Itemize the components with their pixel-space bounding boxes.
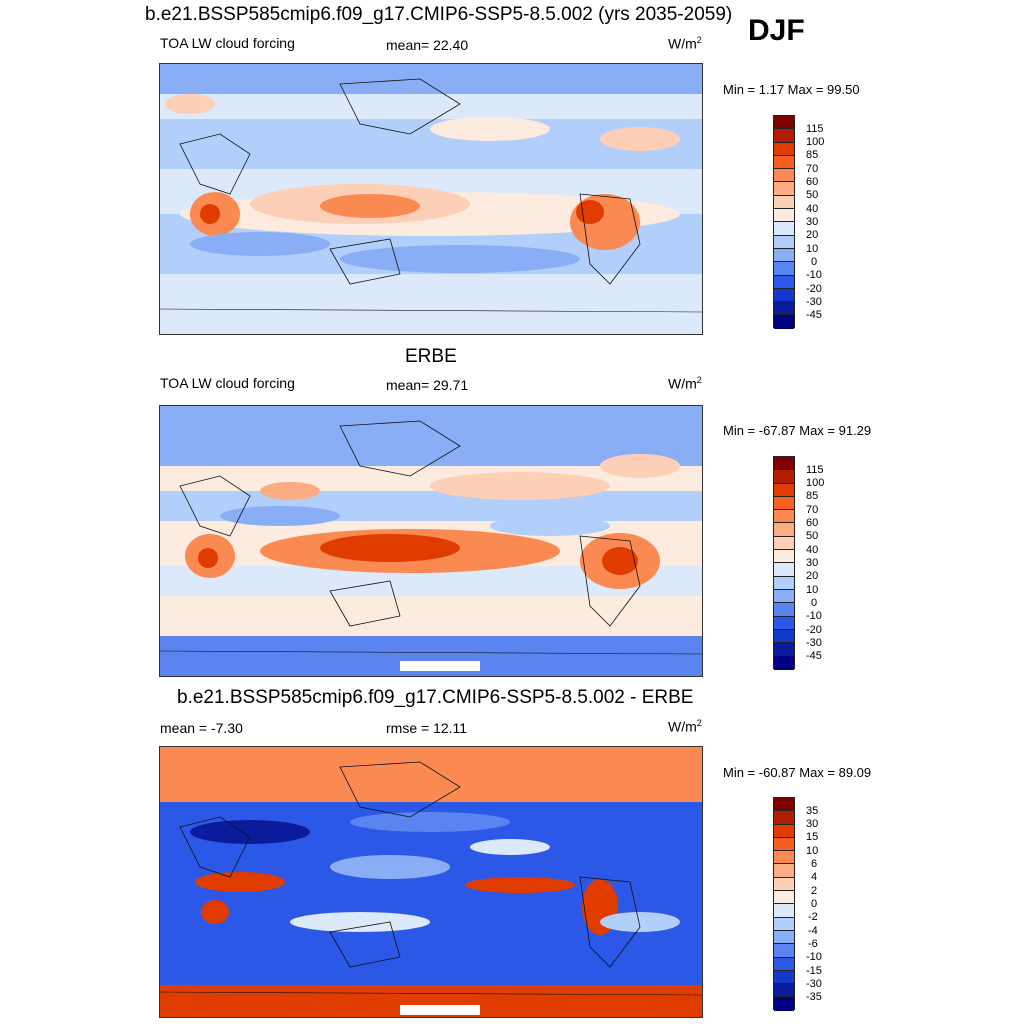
panel-3-tick: 0 xyxy=(811,898,818,910)
panel-2-map-svg xyxy=(160,406,702,676)
panel-3-units: W/m2 xyxy=(668,718,702,735)
panel-3-rmse-label: rmse = 12.11 xyxy=(386,720,468,736)
panel-2-title: ERBE xyxy=(405,346,457,367)
panel-2-tick: 0 xyxy=(811,597,818,609)
panel-1-variable-label: TOA LW cloud forcing xyxy=(160,35,295,51)
panel-3-tick: 4 xyxy=(811,871,818,883)
panel-3-tick: 10 xyxy=(806,845,819,857)
panel-1-tick: 50 xyxy=(806,189,819,201)
panel-1-map xyxy=(159,63,703,335)
panel-3-tick: -35 xyxy=(806,991,822,1003)
panel-3-tick: -4 xyxy=(808,925,818,937)
panel-2-tick: 115 xyxy=(806,464,824,476)
panel-1-tick: 10 xyxy=(806,243,819,255)
panel-3-tick: -2 xyxy=(808,911,818,923)
panel-2-tick: 10 xyxy=(806,584,819,596)
panel-1-units: W/m2 xyxy=(668,35,702,52)
panel-1-tick: 20 xyxy=(806,229,819,241)
panel-3-tick: 30 xyxy=(806,818,819,830)
panel-1-tick: 85 xyxy=(806,149,819,161)
panel-3-title: b.e21.BSSP585cmip6.f09_g17.CMIP6-SSP5-8.… xyxy=(177,687,694,708)
panel-1-tick: 100 xyxy=(806,136,825,148)
panel-2-tick: -30 xyxy=(806,637,822,649)
panel-2-tick: 40 xyxy=(806,544,819,556)
panel-2-units: W/m2 xyxy=(668,375,702,392)
panel-2-tick: 85 xyxy=(806,490,819,502)
panel-2-tick: 60 xyxy=(806,517,819,529)
panel-2-colorbar xyxy=(773,456,795,670)
panel-1-tick: -20 xyxy=(806,283,822,295)
panel-2-minmax: Min = -67.87 Max = 91.29 xyxy=(723,423,872,438)
panel-3-colorbar xyxy=(773,797,795,1011)
panel-3-minmax: Min = -60.87 Max = 89.09 xyxy=(723,765,872,780)
panel-3-tick: -10 xyxy=(806,951,822,963)
panel-2-tick: -20 xyxy=(806,624,822,636)
panel-3-tick: -6 xyxy=(808,938,818,950)
panel-1-tick: 115 xyxy=(806,123,824,135)
panel-2-mean-label: mean= 29.71 xyxy=(386,377,469,393)
panel-2-tick: 30 xyxy=(806,557,819,569)
panel-3-tick: -15 xyxy=(806,965,822,977)
panel-2-tick: 70 xyxy=(806,504,819,516)
panel-1-title: b.e21.BSSP585cmip6.f09_g17.CMIP6-SSP5-8.… xyxy=(145,4,733,25)
panel-2-tick: -45 xyxy=(806,650,822,662)
panel-2-map xyxy=(159,405,703,677)
panel-1-mean-label: mean= 22.40 xyxy=(386,37,469,53)
panel-1-tick: -30 xyxy=(806,296,822,308)
panel-1-tick: 0 xyxy=(811,256,818,268)
panel-3-tick: 6 xyxy=(811,858,818,870)
panel-3-tick: 15 xyxy=(806,831,819,843)
season-label: DJF xyxy=(748,14,805,47)
panel-3-tick: -30 xyxy=(806,978,822,990)
panel-1-minmax: Min = 1.17 Max = 99.50 xyxy=(723,82,860,97)
panel-3-mean-label: mean = -7.30 xyxy=(160,720,243,736)
panel-1-tick: 30 xyxy=(806,216,819,228)
panel-3-tick: 2 xyxy=(811,885,818,897)
panel-2-tick: 50 xyxy=(806,530,819,542)
panel-2-variable-label: TOA LW cloud forcing xyxy=(160,375,295,391)
panel-1-map-svg xyxy=(160,64,702,334)
panel-1-tick: 40 xyxy=(806,203,819,215)
panel-3-map-svg xyxy=(160,747,702,1017)
panel-2-tick: 100 xyxy=(806,477,825,489)
panel-1-tick: -45 xyxy=(806,309,822,321)
panel-2-tick: 20 xyxy=(806,570,819,582)
panel-3-tick: 35 xyxy=(806,805,819,817)
panel-3-map xyxy=(159,746,703,1018)
panel-1-tick: -10 xyxy=(806,269,822,281)
panel-1-tick: 60 xyxy=(806,176,819,188)
panel-1-tick: 70 xyxy=(806,163,819,175)
panel-2-tick: -10 xyxy=(806,610,822,622)
panel-1-colorbar xyxy=(773,115,795,329)
